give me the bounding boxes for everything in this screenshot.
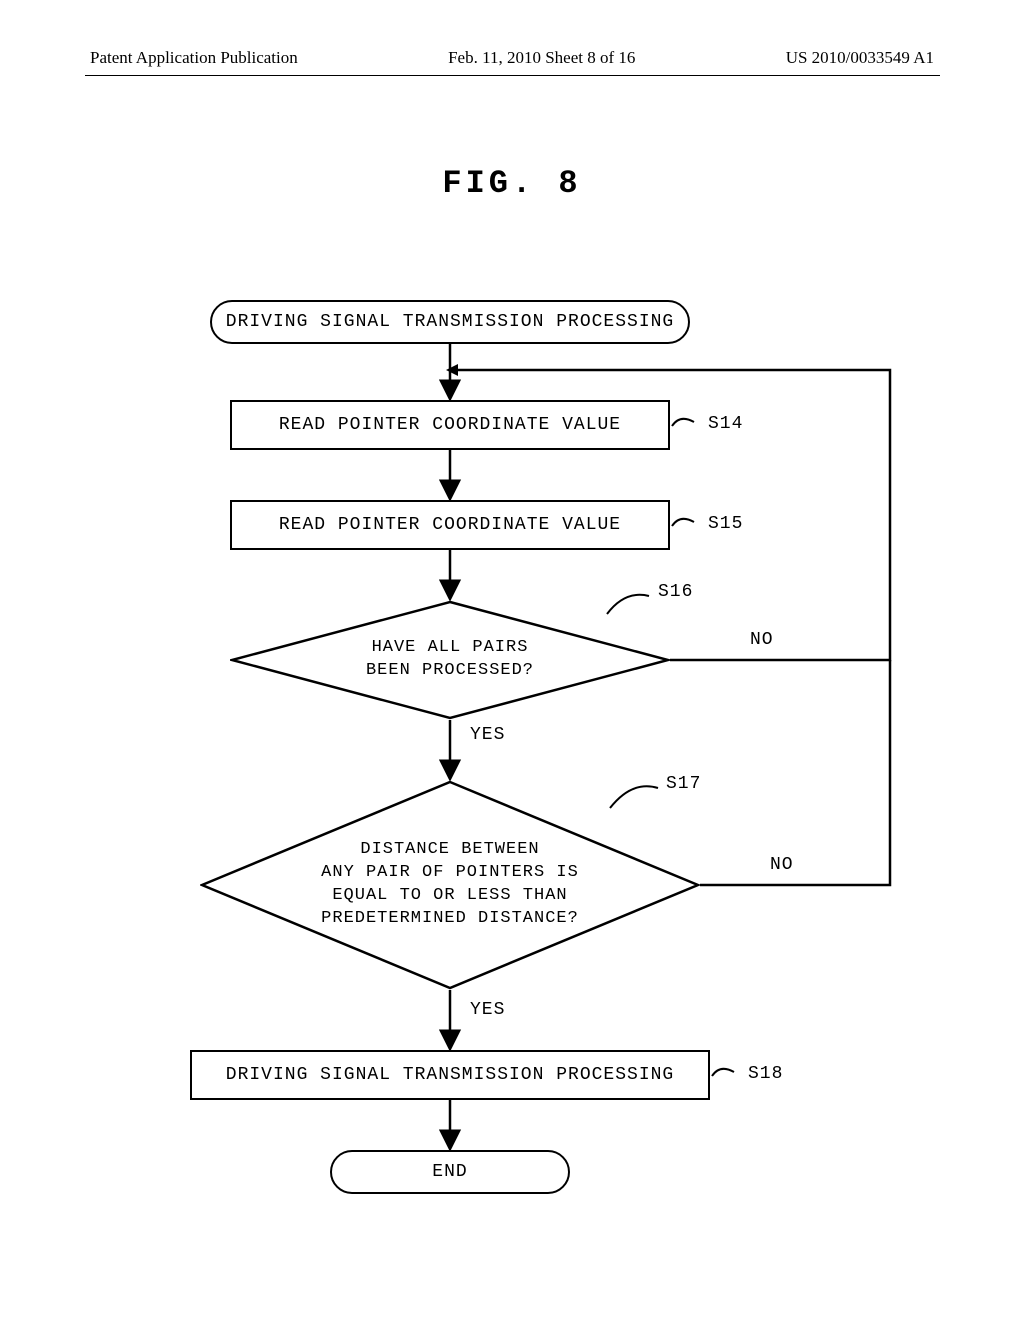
figure-title: FIG. 8 — [0, 165, 1024, 202]
label-s17: S17 — [666, 774, 701, 794]
node-s16-text: HAVE ALL PAIRS BEEN PROCESSED? — [366, 637, 534, 683]
edge-s17-yes: YES — [470, 1000, 505, 1020]
node-start-text: DRIVING SIGNAL TRANSMISSION PROCESSING — [226, 312, 674, 332]
label-s18: S18 — [748, 1064, 783, 1084]
header-right: US 2010/0033549 A1 — [786, 48, 934, 68]
node-s15: READ POINTER COORDINATE VALUE — [230, 500, 670, 550]
node-s18: DRIVING SIGNAL TRANSMISSION PROCESSING — [190, 1050, 710, 1100]
node-s15-text: READ POINTER COORDINATE VALUE — [279, 515, 621, 535]
leader-s16 — [605, 588, 655, 618]
node-s14-text: READ POINTER COORDINATE VALUE — [279, 415, 621, 435]
node-s14: READ POINTER COORDINATE VALUE — [230, 400, 670, 450]
patent-header: Patent Application Publication Feb. 11, … — [0, 48, 1024, 68]
node-s17-text: DISTANCE BETWEEN ANY PAIR OF POINTERS IS… — [321, 839, 579, 931]
flowchart: DRIVING SIGNAL TRANSMISSION PROCESSING R… — [130, 300, 920, 1220]
node-end-text: END — [432, 1162, 467, 1182]
node-end: END — [330, 1150, 570, 1194]
header-center: Feb. 11, 2010 Sheet 8 of 16 — [448, 48, 635, 68]
label-s15: S15 — [708, 514, 743, 534]
edge-s16-yes: YES — [470, 725, 505, 745]
header-rule — [85, 75, 940, 76]
header-left: Patent Application Publication — [90, 48, 298, 68]
node-s16: HAVE ALL PAIRS BEEN PROCESSED? — [230, 600, 670, 720]
edge-s17-no: NO — [770, 855, 794, 875]
label-s16: S16 — [658, 582, 693, 602]
leader-s17 — [608, 778, 664, 812]
edge-s16-no: NO — [750, 630, 774, 650]
leader-s15 — [670, 512, 706, 538]
label-s14: S14 — [708, 414, 743, 434]
leader-s18 — [710, 1062, 746, 1088]
leader-s14 — [670, 412, 706, 438]
node-s18-text: DRIVING SIGNAL TRANSMISSION PROCESSING — [226, 1065, 674, 1085]
node-start: DRIVING SIGNAL TRANSMISSION PROCESSING — [210, 300, 690, 344]
